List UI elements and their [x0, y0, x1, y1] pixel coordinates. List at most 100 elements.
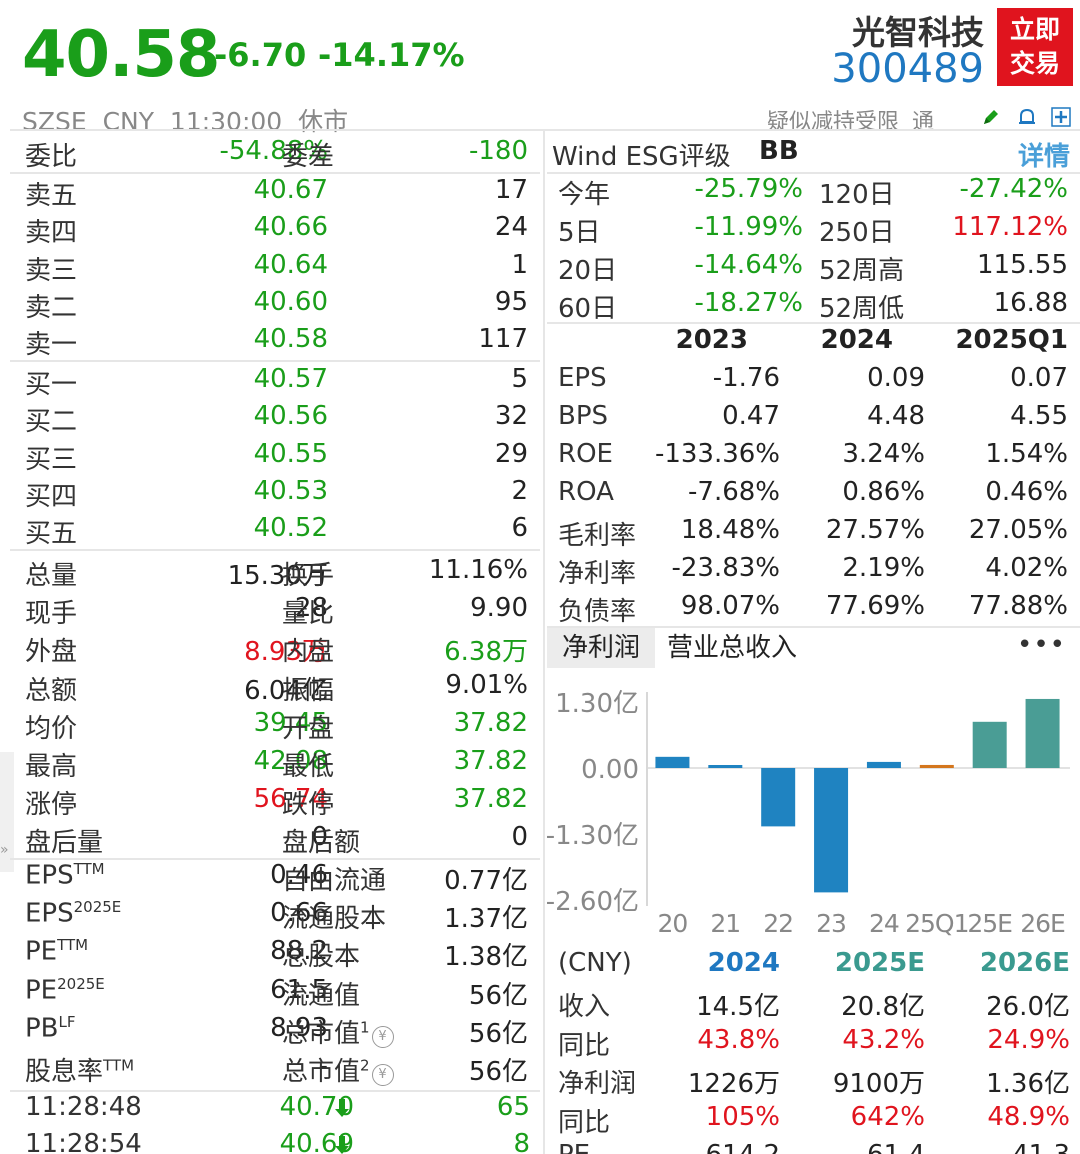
valuation-label-text: PE: [25, 936, 58, 967]
stat-row: 总额 6.04亿 振幅 9.01%: [0, 670, 540, 708]
fin-label: EPS: [558, 363, 607, 393]
header-divider: [10, 129, 1080, 131]
return-label-2: 250日: [819, 218, 895, 248]
divider: [547, 322, 1080, 324]
esg-label: Wind ESG评级: [552, 142, 731, 172]
esg-detail-link[interactable]: 详情: [1017, 142, 1070, 172]
stat-label: 盘后量: [25, 828, 104, 858]
return-label-2: 52周低: [819, 294, 905, 324]
forecast-year: 2024: [707, 948, 780, 978]
arrow-down-icon: [334, 1133, 350, 1154]
valuation-value: 61.5: [270, 975, 328, 1005]
stat-value-2: 37.82: [453, 708, 528, 738]
valuation-label-2-index: 1: [360, 1018, 370, 1037]
valuation-label: PBLF: [25, 1013, 76, 1044]
side-handle[interactable]: »: [0, 752, 14, 872]
fin-value: 0.07: [1010, 363, 1068, 393]
fin-value: 3.24%: [842, 439, 925, 469]
x-tick-label: 25Q1: [905, 909, 968, 938]
forecast-value: 105%: [705, 1102, 780, 1132]
tab-net-profit[interactable]: 净利润: [547, 628, 655, 668]
forecast-label: PE: [558, 1140, 590, 1154]
price-change-pct: -14.17%: [318, 36, 465, 74]
fin-value: 2.19%: [842, 553, 925, 583]
y-tick-label: 0.00: [581, 755, 639, 785]
stat-label-2: 量比: [282, 599, 335, 629]
bid-row: 买三 40.55 29: [0, 439, 540, 477]
valuation-row: EPSTTM 0.46 自由流通 0.77亿: [0, 860, 540, 898]
valuation-value: 0.46: [270, 860, 328, 890]
bell-icon[interactable]: [1016, 106, 1038, 128]
market-status: 休市: [298, 107, 349, 136]
connect-text: 通: [911, 110, 934, 135]
stat-label: 最高: [25, 752, 78, 782]
valuation-label: EPSTTM: [25, 860, 105, 891]
plus-icon[interactable]: [1050, 106, 1072, 128]
x-tick-label: 23: [816, 909, 846, 938]
ask-row: 卖三 40.64 1: [0, 250, 540, 288]
forecast-label: 收入: [558, 992, 611, 1022]
esg-rating: BB: [759, 136, 799, 166]
fin-year-header: 2023: [675, 325, 748, 355]
valuation-row: PETTM 88.2 总股本 1.38亿: [0, 936, 540, 974]
fin-value: 77.88%: [968, 591, 1068, 621]
pencil-icon[interactable]: [980, 106, 1002, 128]
forecast-label: 同比: [558, 1031, 611, 1061]
valuation-label-sup: 2025E: [73, 898, 122, 916]
fin-row: 负债率 98.07% 77.69% 77.88%: [545, 591, 1080, 629]
divider: [10, 360, 540, 362]
x-tick-label: 25E: [967, 909, 1012, 938]
divider: [547, 172, 1080, 174]
stat-row: 均价 39.45 开盘 37.82: [0, 708, 540, 746]
ask-label: 卖一: [25, 330, 78, 360]
valuation-value: 88.2: [270, 936, 328, 966]
bar-22: [761, 768, 796, 827]
stat-row: 最高 42.08 最低 37.82: [0, 746, 540, 784]
tab-revenue[interactable]: 营业总收入: [667, 633, 798, 663]
stat-value: 42.08: [253, 746, 328, 776]
stat-row: 总量 15.30万 换手 11.16%: [0, 555, 540, 593]
fin-value: 1.54%: [985, 439, 1068, 469]
quote-time: 11:30:00: [169, 107, 283, 136]
return-row: 今年 -25.79% 120日 -27.42%: [545, 174, 1080, 212]
x-tick-label: 20: [658, 909, 688, 938]
stat-value-2: 6.38万: [444, 637, 528, 667]
forecast-row: 收入 14.5亿 20.8亿 26.0亿: [545, 986, 1080, 1024]
valuation-row: 股息率TTM - 总市值2¥ 56亿: [0, 1051, 540, 1089]
valuation-row: PE2025E 61.5 流通值 56亿: [0, 975, 540, 1013]
forecast-label: 净利润: [558, 1069, 637, 1099]
bid-volume: 6: [511, 513, 528, 543]
restriction-notice[interactable]: 疑似减持受限 通: [767, 104, 934, 136]
order-ratio-row: 委比 -54.88% 委差 -180: [0, 136, 540, 174]
valuation-value-2: 56亿: [468, 981, 528, 1011]
trade-now-button[interactable]: 立即 交易: [997, 8, 1073, 86]
bid-label: 买四: [25, 482, 78, 512]
fin-value: 77.69%: [825, 591, 925, 621]
esg-row: Wind ESG评级 BB 详情: [545, 136, 1080, 174]
valuation-label-2: 流通股本: [282, 898, 386, 935]
fin-value: 4.55: [1010, 401, 1068, 431]
currency: CNY: [102, 107, 155, 136]
forecast-value: 24.9%: [987, 1025, 1070, 1055]
valuation-label-2: 流通值: [282, 975, 360, 1012]
market-info: SZSE CNY 11:30:00 休市: [22, 102, 348, 138]
more-icon[interactable]: •••: [1016, 630, 1066, 660]
return-value: -18.27%: [694, 288, 803, 318]
forecast-value: 61.4: [867, 1140, 925, 1154]
x-tick-label: 26E: [1020, 909, 1065, 938]
fin-row: BPS 0.47 4.48 4.55: [545, 401, 1080, 439]
return-value-2: -27.42%: [959, 174, 1068, 204]
valuation-label-2: 自由流通: [282, 860, 386, 897]
return-label: 20日: [558, 256, 618, 286]
fin-row: 毛利率 18.48% 27.57% 27.05%: [545, 515, 1080, 553]
valuation-label-2-text: 流通股本: [282, 904, 387, 934]
fin-year-header: 2024: [820, 325, 893, 355]
ask-row: 卖四 40.66 24: [0, 212, 540, 250]
bid-volume: 5: [511, 364, 528, 394]
ask-volume: 17: [494, 175, 528, 205]
return-label-2: 52周高: [819, 256, 905, 286]
bid-volume: 29: [494, 439, 528, 469]
divider: [547, 626, 1080, 628]
divider: [10, 172, 540, 174]
return-label: 60日: [558, 294, 618, 324]
